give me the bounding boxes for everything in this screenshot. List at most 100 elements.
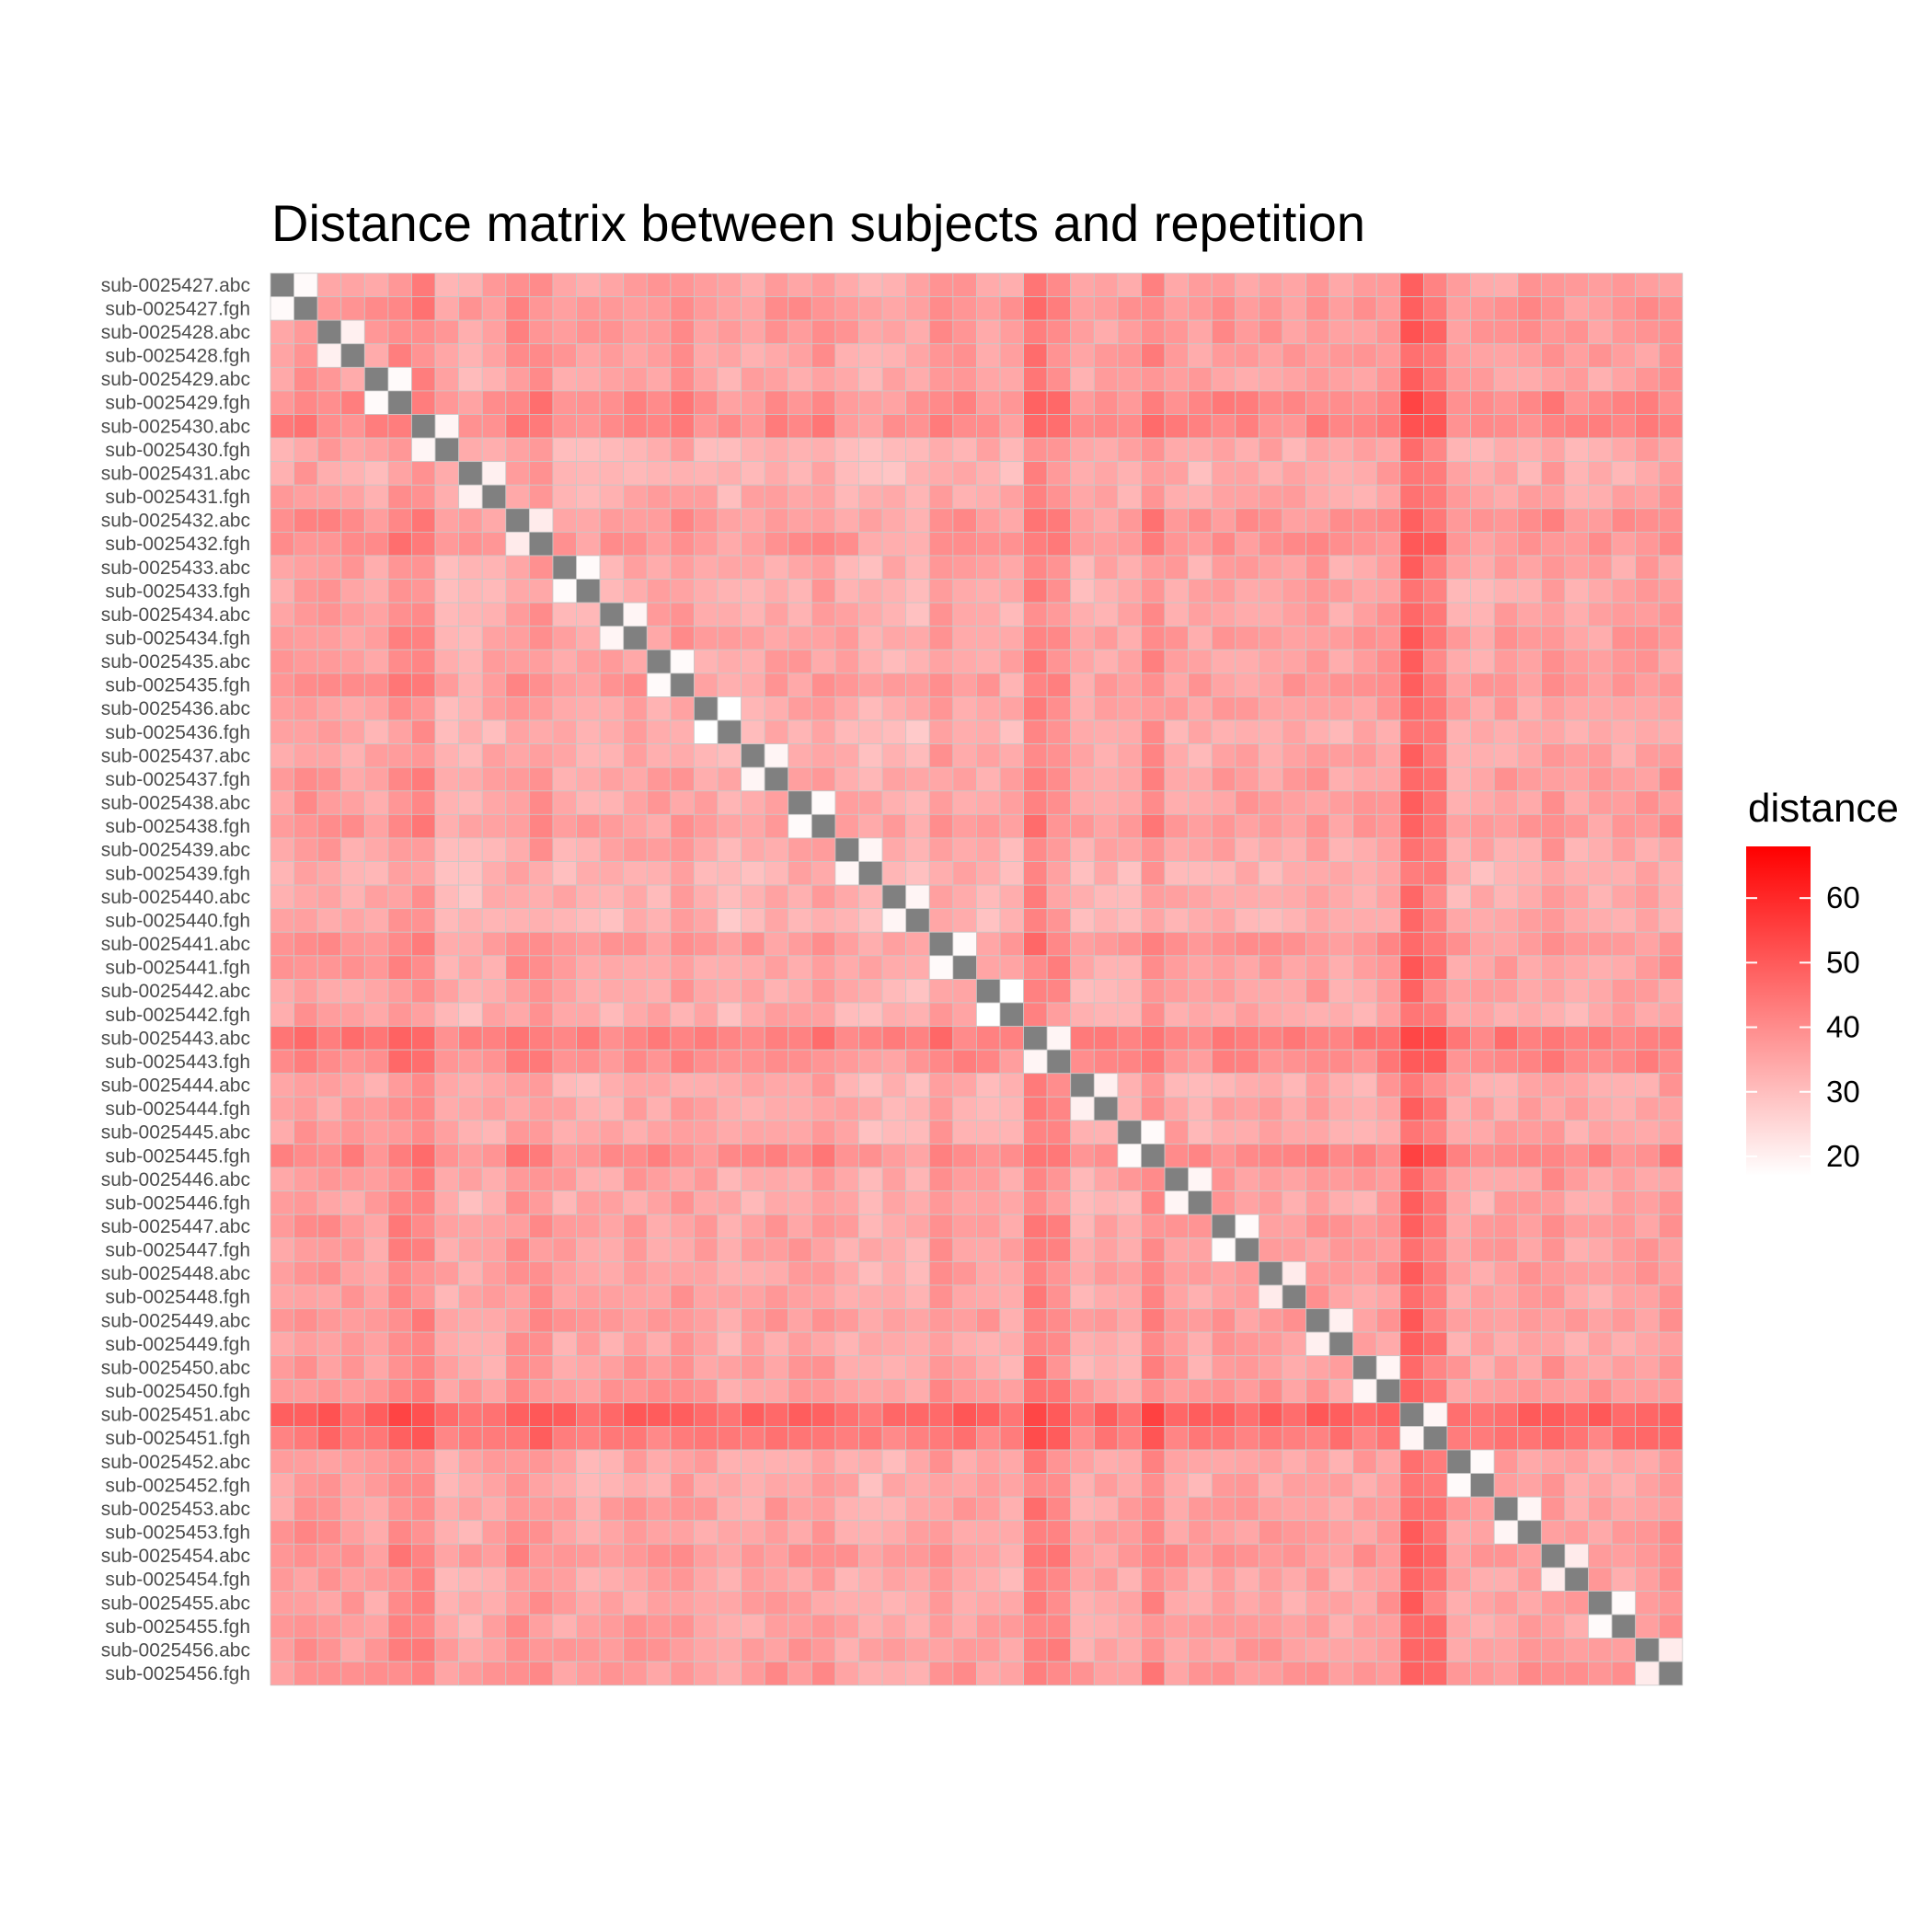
- heatmap-cell: [1235, 1331, 1259, 1357]
- heatmap-cell: [788, 508, 812, 533]
- heatmap-cell: [976, 1284, 1001, 1309]
- heatmap-cell: [1328, 296, 1354, 321]
- heatmap-cell: [952, 1331, 977, 1357]
- heatmap-cell: [1540, 908, 1566, 933]
- heatmap-cell: [1164, 1237, 1190, 1262]
- heatmap-cell: [928, 1426, 954, 1451]
- heatmap-cell: [434, 602, 460, 627]
- heatmap-cell: [670, 602, 695, 627]
- heatmap-cell: [387, 1473, 412, 1498]
- heatmap-cell: [788, 579, 812, 604]
- heatmap-cell: [1211, 1284, 1236, 1309]
- heatmap-cell: [1211, 1661, 1236, 1686]
- heatmap-cell: [1070, 1096, 1095, 1121]
- heatmap-cell: [458, 484, 483, 510]
- heatmap-cell: [270, 602, 294, 627]
- heatmap-cell: [834, 1331, 859, 1357]
- heatmap-cell: [387, 1496, 412, 1522]
- heatmap-cell: [694, 1426, 719, 1451]
- heatmap-cell: [1282, 1355, 1306, 1380]
- heatmap-cell: [316, 719, 342, 745]
- heatmap-cell: [858, 626, 883, 650]
- heatmap-cell: [834, 649, 859, 674]
- heatmap-cell: [999, 1449, 1024, 1474]
- heatmap-cell: [1658, 296, 1684, 321]
- heatmap-cell: [1399, 1496, 1424, 1522]
- heatmap-cell: [788, 414, 812, 439]
- heatmap-cell: [505, 579, 530, 604]
- row-label: sub-0025437.fgh: [105, 769, 250, 790]
- heatmap-cell: [599, 531, 625, 557]
- heatmap-cell: [999, 602, 1024, 627]
- heatmap-cell: [552, 1260, 577, 1286]
- heatmap-cell: [952, 484, 977, 510]
- heatmap-cell: [1517, 484, 1542, 510]
- heatmap-cell: [1375, 343, 1401, 368]
- heatmap-cell: [1141, 837, 1166, 862]
- heatmap-cell: [999, 1543, 1024, 1569]
- heatmap-cell: [458, 1591, 483, 1616]
- heatmap-cell: [1493, 1567, 1519, 1592]
- heatmap-cell: [387, 719, 412, 745]
- heatmap-cell: [811, 1073, 836, 1098]
- heatmap-cell: [670, 1167, 695, 1192]
- heatmap-cell: [1658, 602, 1684, 627]
- heatmap-cell: [1258, 1638, 1283, 1662]
- heatmap-cell: [881, 319, 907, 345]
- heatmap-cell: [1635, 1002, 1660, 1027]
- heatmap-cell: [1423, 1284, 1448, 1309]
- heatmap-cell: [458, 508, 483, 533]
- heatmap-cell: [717, 1543, 742, 1569]
- heatmap-cell: [528, 1614, 554, 1639]
- heatmap-cell: [1188, 555, 1213, 580]
- heatmap-cell: [788, 1402, 812, 1427]
- row-label: sub-0025453.fgh: [105, 1523, 250, 1544]
- heatmap-cell: [1564, 1378, 1589, 1404]
- heatmap-cell: [1141, 719, 1166, 745]
- heatmap-cell: [1328, 1378, 1354, 1404]
- heatmap-cell: [1023, 366, 1048, 392]
- heatmap-cell: [1046, 884, 1072, 910]
- heatmap-cell: [999, 414, 1024, 439]
- heatmap-cell: [717, 1120, 742, 1144]
- heatmap-cell: [1046, 1473, 1072, 1498]
- heatmap-cell: [834, 766, 859, 792]
- heatmap-cell: [1517, 1308, 1542, 1333]
- heatmap-cell: [1188, 955, 1213, 980]
- heatmap-cell: [952, 1567, 977, 1592]
- heatmap-cell: [1423, 743, 1448, 768]
- heatmap-cell: [1164, 1049, 1190, 1075]
- heatmap-cell: [1635, 1237, 1660, 1262]
- heatmap-cell: [976, 437, 1001, 463]
- heatmap-cell: [1164, 366, 1190, 392]
- heatmap-cell: [1470, 531, 1495, 557]
- heatmap-cell: [1305, 1002, 1330, 1027]
- heatmap-cell: [1117, 1496, 1142, 1522]
- heatmap-cell: [316, 955, 342, 980]
- heatmap-cell: [1493, 813, 1519, 839]
- heatmap-cell: [1328, 743, 1354, 768]
- heatmap-cell: [552, 1237, 577, 1262]
- heatmap-cell: [905, 743, 930, 768]
- heatmap-cell: [858, 1543, 883, 1569]
- legend-tick-label: 50: [1826, 945, 1860, 979]
- heatmap-cell: [1658, 1638, 1684, 1662]
- heatmap-cell: [505, 1167, 530, 1192]
- heatmap-cell: [270, 461, 294, 486]
- heatmap-cell: [1423, 1520, 1448, 1545]
- heatmap-cell: [1446, 1073, 1471, 1098]
- heatmap-cell: [858, 1520, 883, 1545]
- heatmap-cell: [458, 296, 483, 321]
- heatmap-cell: [363, 1355, 389, 1380]
- heatmap-cell: [646, 1260, 672, 1286]
- heatmap-cell: [670, 319, 695, 345]
- heatmap-cell: [1493, 579, 1519, 604]
- heatmap-cell: [411, 1661, 436, 1686]
- heatmap-cell: [811, 319, 836, 345]
- heatmap-cell: [576, 1355, 601, 1380]
- heatmap-cell: [928, 1144, 954, 1168]
- heatmap-cell: [1635, 1449, 1660, 1474]
- heatmap-cell: [1282, 861, 1306, 886]
- heatmap-cell: [1399, 1638, 1424, 1662]
- heatmap-cell: [670, 1260, 695, 1286]
